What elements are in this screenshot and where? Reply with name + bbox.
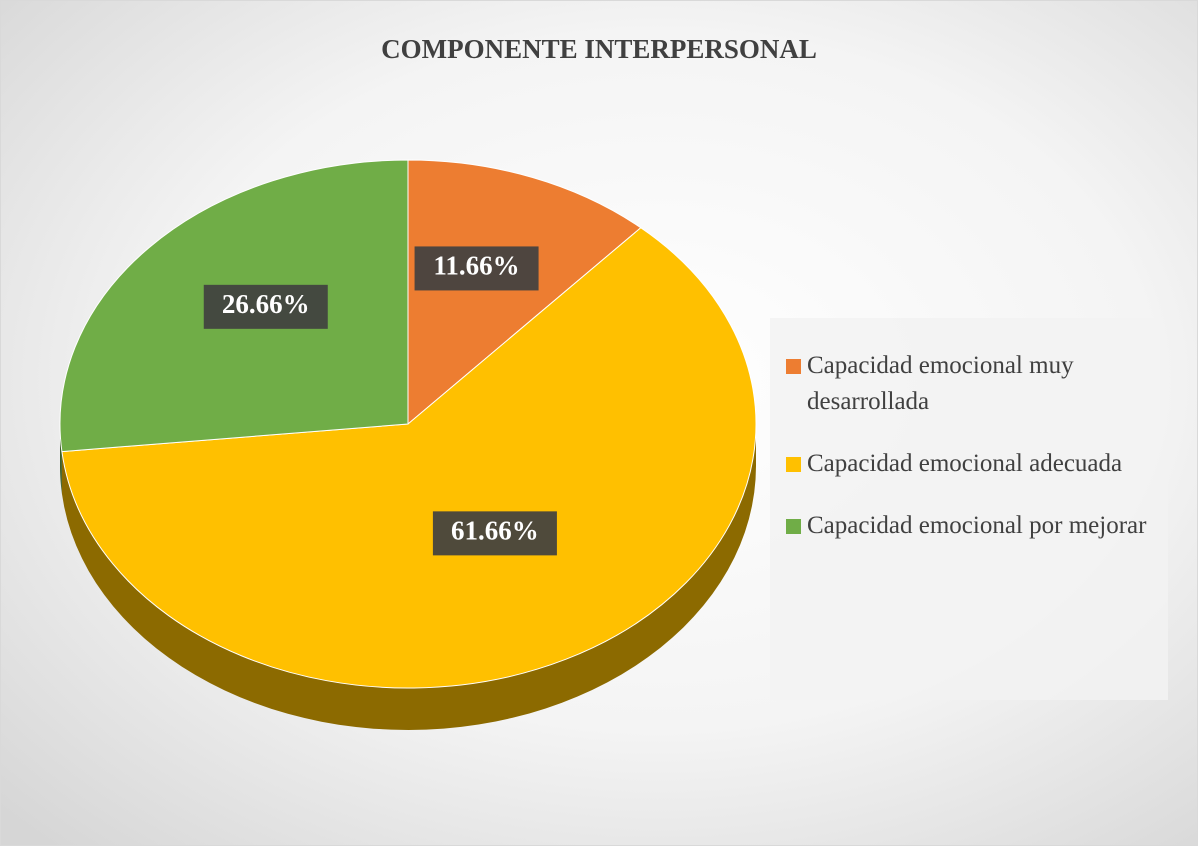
pie-slice — [61, 227, 757, 689]
data-label: 26.66% — [222, 289, 310, 319]
legend-label: Capacidad emocional adecuada — [807, 450, 1123, 477]
legend-swatch — [786, 359, 801, 374]
legend-item: Capacidad emocional por mejorar — [786, 508, 1152, 544]
data-label: 11.66% — [433, 251, 519, 281]
legend-item: Capacidad emocional muy desarrollada — [786, 348, 1152, 420]
legend-item: Capacidad emocional adecuada — [786, 446, 1152, 482]
chart-title: COMPONENTE INTERPERSONAL — [381, 34, 817, 64]
legend-label: Capacidad emocional por mejorar — [807, 512, 1147, 539]
data-label: 61.66% — [451, 516, 539, 546]
data-label-box — [414, 246, 539, 291]
legend-swatch — [786, 519, 801, 534]
data-label-box — [432, 511, 557, 556]
legend-label: Capacidad emocional muy desarrollada — [807, 352, 1074, 415]
legend-swatch — [786, 457, 801, 472]
pie-slice — [407, 159, 642, 426]
legend: Capacidad emocional muy desarrollada Capa… — [770, 318, 1168, 700]
data-label-box — [203, 284, 328, 329]
